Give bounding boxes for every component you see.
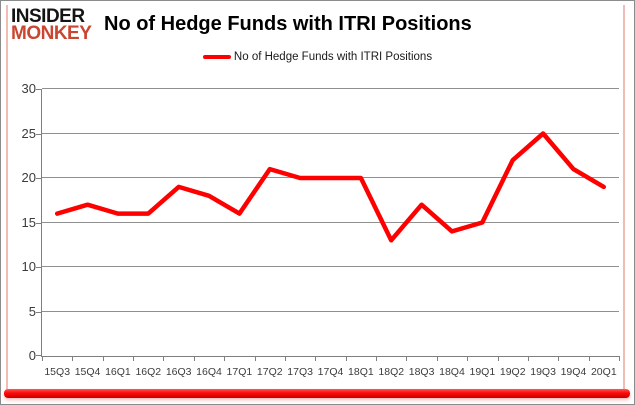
x-axis-tick (72, 356, 74, 361)
x-axis-label: 19Q4 (560, 366, 587, 378)
x-axis-tick (102, 356, 104, 361)
x-axis-label: 18Q2 (378, 366, 405, 378)
x-axis-tick (254, 356, 256, 361)
logo-line-insider: INSIDER (11, 6, 85, 27)
x-axis-label: 18Q3 (408, 366, 435, 378)
gridline (42, 132, 619, 134)
y-axis-tick (36, 355, 42, 356)
x-axis-tick (224, 356, 226, 361)
x-axis-label: 19Q3 (530, 366, 556, 378)
x-axis-tick (558, 356, 560, 361)
gridline (42, 310, 619, 312)
y-axis-tick (36, 89, 42, 90)
x-axis-label: 19Q1 (469, 366, 496, 378)
x-axis-label: 19Q2 (499, 366, 526, 378)
x-axis-label: 16Q2 (135, 366, 162, 378)
x-axis-tick (284, 356, 286, 361)
x-axis-tick (193, 356, 195, 361)
x-axis-tick (588, 356, 590, 361)
y-axis-label: 30 (21, 81, 36, 96)
y-axis-tick (36, 222, 42, 224)
page-title: No of Hedge Funds with ITRI Positions (104, 13, 472, 35)
y-axis-tick (36, 178, 42, 179)
x-axis-label: 17Q4 (317, 366, 344, 378)
x-axis-tick (467, 356, 469, 361)
series-line-chart (54, 131, 607, 243)
y-axis-tick (36, 267, 42, 268)
gridline (42, 221, 619, 223)
x-axis-label: 15Q4 (74, 366, 101, 378)
x-axis-label: 18Q4 (439, 366, 465, 378)
x-axis-label: 16Q1 (105, 366, 131, 378)
logo-line-monkey: MONKEY (11, 23, 92, 45)
x-axis-label: 17Q2 (256, 366, 283, 378)
x-axis-label: 18Q1 (348, 366, 374, 378)
left-frame-rail (6, 5, 8, 392)
y-axis-label: 0 (28, 348, 36, 363)
x-axis-label: 17Q1 (226, 366, 253, 378)
y-axis-label: 10 (21, 259, 36, 274)
plot-area: 0 5 10 15 20 25 30 15Q3 15Q4 16Q1 16Q2 16Q3 16Q4 17Q1… (22, 81, 620, 378)
legend: No of Hedge Funds with ITRI Positions (1, 51, 634, 63)
x-axis-tick (527, 356, 529, 361)
y-axis-label: 25 (21, 125, 36, 141)
legend-label: No of Hedge Funds with ITRI Positions (233, 51, 433, 63)
x-axis-tick (42, 356, 43, 361)
gridline (42, 88, 619, 89)
x-axis-tick (406, 356, 408, 361)
y-axis-tick (36, 133, 42, 135)
x-axis-tick (315, 356, 317, 361)
x-axis-label: 16Q3 (165, 366, 192, 378)
x-axis-tick (436, 356, 438, 361)
insider-monkey-logo: INSIDER MONKEY (11, 6, 92, 45)
x-axis-label: 16Q4 (196, 366, 222, 378)
gridline (42, 266, 619, 267)
y-axis-label: 5 (28, 303, 36, 319)
x-axis-tick (619, 356, 620, 361)
y-axis-label: 15 (21, 214, 36, 230)
x-axis-label: 15Q3 (44, 366, 71, 378)
series-line (54, 131, 607, 243)
x-axis-tick (163, 356, 165, 361)
bottom-red-bar (4, 389, 630, 398)
y-axis-label: 20 (21, 170, 36, 185)
right-frame-rail (623, 5, 625, 392)
x-axis-label: 17Q3 (287, 366, 313, 378)
x-axis-tick (345, 356, 347, 361)
x-axis-tick (133, 356, 135, 361)
x-axis-label: 20Q1 (590, 366, 617, 378)
x-axis-tick (497, 356, 499, 361)
x-axis-tick (376, 356, 378, 361)
y-axis-tick (36, 311, 42, 313)
red-line-swatch-icon (202, 55, 231, 59)
